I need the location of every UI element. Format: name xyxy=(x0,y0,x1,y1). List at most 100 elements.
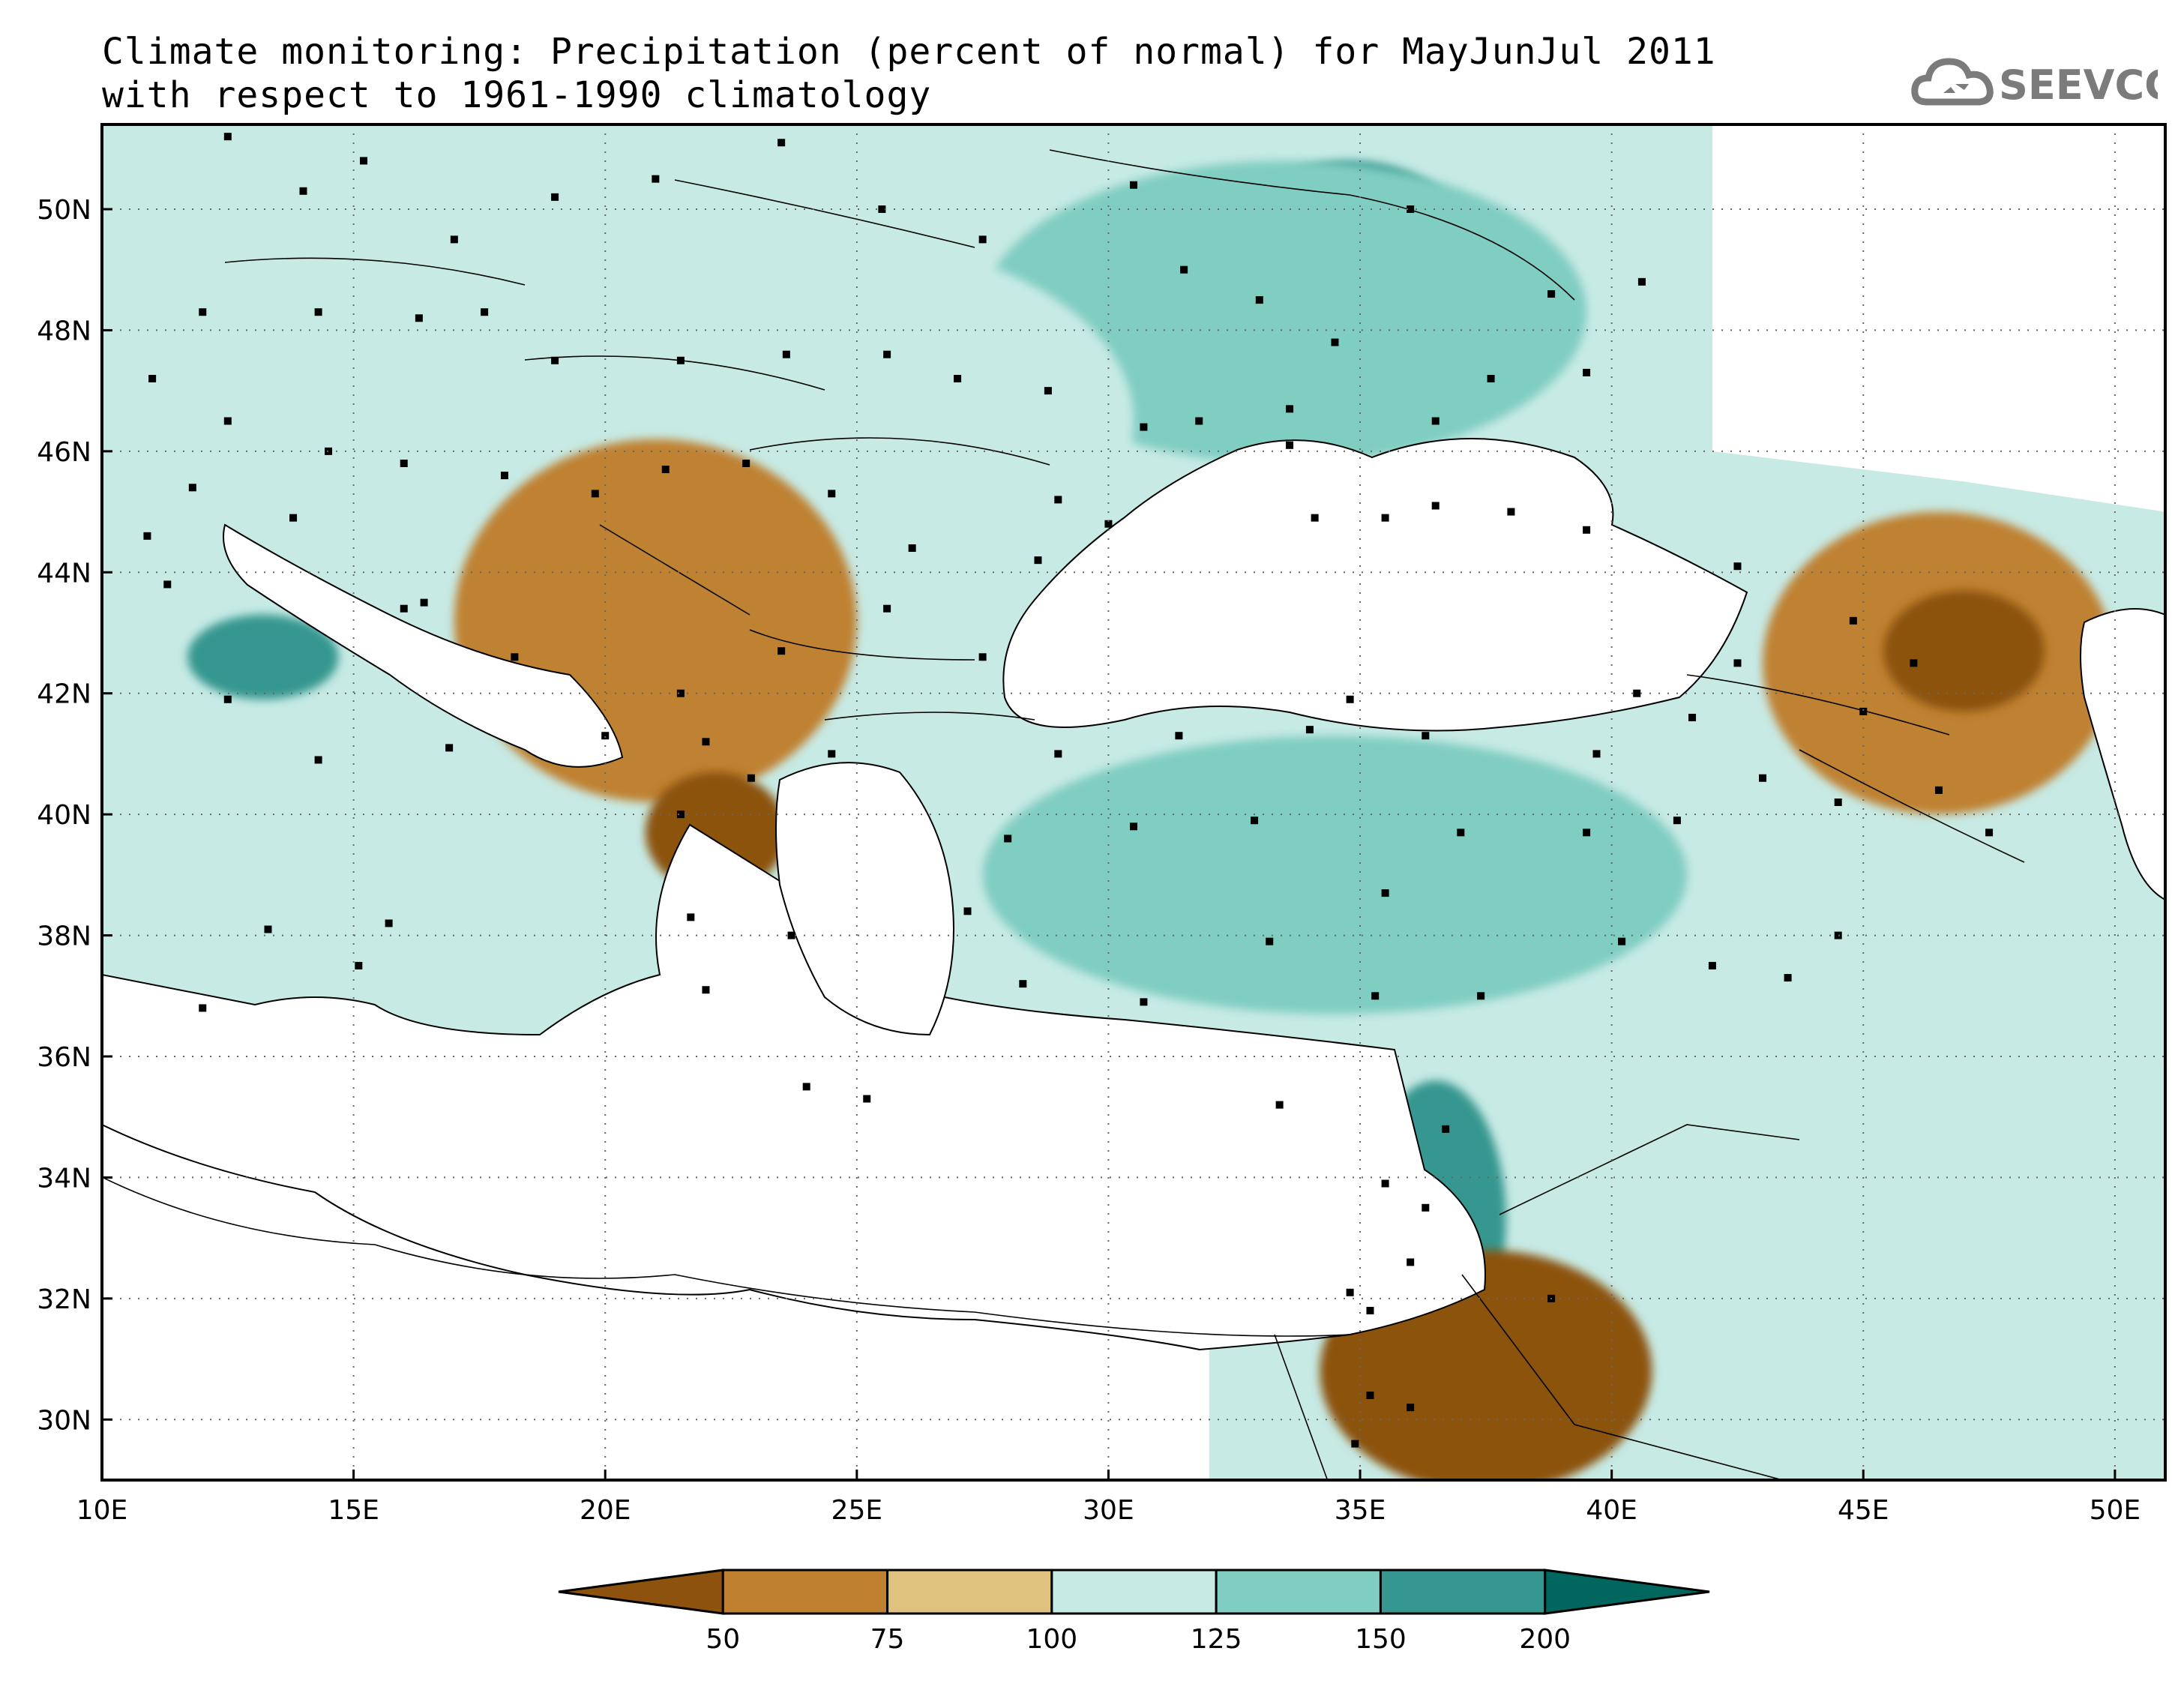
aegean-sea xyxy=(775,762,954,1036)
station-50 xyxy=(747,774,755,782)
station-107 xyxy=(1275,1101,1284,1109)
station-35 xyxy=(500,472,508,480)
station-53 xyxy=(702,986,710,994)
colorbar-swatch-1 xyxy=(721,1569,889,1615)
station-69 xyxy=(188,484,196,492)
station-33 xyxy=(325,447,333,455)
station-26 xyxy=(551,356,559,364)
field-region-5 xyxy=(187,614,339,700)
sea-areas xyxy=(102,438,2165,1351)
station-27 xyxy=(481,308,489,316)
station-66 xyxy=(289,514,298,522)
station-85 xyxy=(1305,726,1314,734)
station-25 xyxy=(676,356,685,364)
lat-tick-label: 50N xyxy=(37,195,91,226)
colorbar-level-label: 200 xyxy=(1519,1624,1571,1655)
axis-ticks: 10E 15E 20E 25E 30E 35E 40E 45E 50E 30N 32N 34N 36N 3… xyxy=(37,195,2141,1526)
lon-tick-label: 40E xyxy=(1586,1495,1637,1526)
country-borders xyxy=(102,149,2025,1480)
lat-tick-label: 44N xyxy=(37,558,91,589)
station-88 xyxy=(963,907,972,915)
station-80 xyxy=(1834,799,1842,806)
station-91 xyxy=(1266,937,1274,945)
station-100 xyxy=(1407,1258,1415,1266)
graticule xyxy=(102,124,2165,1480)
colorbar-swatch-6 xyxy=(1544,1569,1710,1615)
station-7 xyxy=(878,205,886,213)
station-21 xyxy=(1044,387,1052,395)
lon-tick-label: 50E xyxy=(2090,1495,2141,1526)
station-104 xyxy=(1351,1440,1359,1448)
station-94 xyxy=(1618,937,1626,945)
station-67 xyxy=(143,532,151,540)
station-71 xyxy=(1054,750,1062,758)
station-108 xyxy=(1834,931,1842,939)
station-99 xyxy=(1422,1203,1430,1212)
station-124 xyxy=(1633,689,1641,697)
station-13 xyxy=(1407,205,1415,213)
station-120 xyxy=(1104,520,1113,528)
station-38 xyxy=(742,460,750,467)
lon-tick-label: 15E xyxy=(328,1495,379,1526)
lat-tick-label: 36N xyxy=(37,1042,91,1073)
station-31 xyxy=(148,375,157,382)
lat-tick-label: 46N xyxy=(37,437,91,468)
station-32 xyxy=(223,417,232,425)
station-49 xyxy=(676,811,685,819)
station-97 xyxy=(1442,1125,1450,1133)
station-89 xyxy=(1019,980,1027,988)
colorbar-level-label: 125 xyxy=(1191,1624,1242,1655)
lat-tick-label: 38N xyxy=(37,921,91,952)
station-54 xyxy=(863,1095,871,1103)
station-68 xyxy=(163,580,172,589)
station-79 xyxy=(1759,774,1767,782)
station-55 xyxy=(802,1083,810,1091)
map-frame xyxy=(100,123,2167,1482)
station-64 xyxy=(511,653,519,661)
station-63 xyxy=(400,604,408,613)
east-land xyxy=(1712,124,2165,512)
station-70 xyxy=(93,478,100,485)
lat-tick-label: 40N xyxy=(37,800,91,831)
station-62 xyxy=(199,1004,207,1012)
station-40 xyxy=(908,544,916,552)
station-110 xyxy=(1985,829,1994,837)
station-116 xyxy=(1431,502,1440,510)
station-16 xyxy=(1583,368,1591,376)
black-sea xyxy=(1002,438,1748,732)
station-36 xyxy=(591,490,599,498)
station-98 xyxy=(1381,1179,1389,1188)
station-17 xyxy=(1637,277,1646,286)
station-114 xyxy=(1583,526,1591,534)
station-77 xyxy=(1583,829,1591,837)
station-18 xyxy=(1286,405,1294,413)
colorbar-level-label: 100 xyxy=(1026,1624,1077,1655)
field-region-1 xyxy=(982,160,1587,463)
colorbar-swatch-5 xyxy=(1379,1569,1547,1615)
station-61 xyxy=(355,961,363,969)
caspian-sea xyxy=(2080,608,2165,901)
colorbar-level-label: 75 xyxy=(870,1624,905,1655)
station-1 xyxy=(299,187,307,195)
station-93 xyxy=(1477,992,1485,1000)
cloud-icon xyxy=(1911,58,1994,106)
lat-tick-label: 32N xyxy=(37,1284,91,1315)
colorbar-swatch-2 xyxy=(886,1569,1053,1615)
station-3 xyxy=(450,235,458,244)
station-37 xyxy=(661,466,670,474)
title-line-2: with respect to 1961-1990 climatology xyxy=(102,74,932,116)
station-102 xyxy=(1346,1288,1354,1296)
station-9 xyxy=(1130,181,1137,189)
station-19 xyxy=(1195,417,1203,425)
lon-tick-label: 35E xyxy=(1335,1495,1386,1526)
station-47 xyxy=(702,738,710,746)
lat-tick-label: 34N xyxy=(37,1163,91,1194)
station-8 xyxy=(978,235,987,244)
station-112 xyxy=(1849,616,1857,625)
station-111 xyxy=(1910,659,1918,667)
station-58 xyxy=(445,744,454,752)
station-90 xyxy=(1140,998,1148,1006)
station-95 xyxy=(1708,961,1716,969)
station-105 xyxy=(1407,1404,1415,1412)
